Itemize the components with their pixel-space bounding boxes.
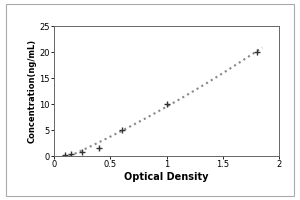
X-axis label: Optical Density: Optical Density: [124, 172, 209, 182]
Y-axis label: Concentration(ng/mL): Concentration(ng/mL): [28, 39, 37, 143]
